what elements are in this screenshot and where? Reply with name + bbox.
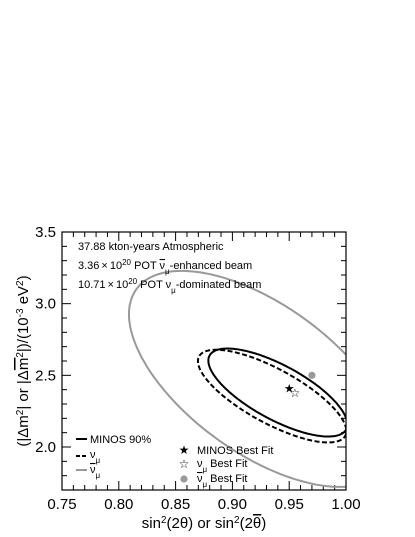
plot-frame (61, 231, 347, 491)
best-fit-marker-1: ☆ (289, 386, 300, 400)
annotation-atmospheric: 37.88 kton-years Atmospheric (78, 241, 224, 253)
axis-ticks (61, 231, 347, 491)
x-axis-title: sin2(2θ) or sin2(2θ) (142, 515, 267, 533)
legend-marker-numu: ☆ (179, 457, 190, 471)
legend-marker-minos: ★ (179, 443, 190, 457)
best-fit-marker-0: ★ (284, 382, 295, 396)
best-fit-marker-2 (308, 371, 316, 379)
legend-marker-numubar (180, 475, 188, 483)
best-fit-markers: ★☆ (284, 371, 316, 400)
marker-legend: ★ MINOS Best Fit ☆ νμ Best Fit νμ Best F… (179, 443, 274, 489)
contour-0 (207, 347, 346, 438)
y-tick-labels: 2.0 2.5 3.0 3.5 (35, 224, 56, 456)
x-tick-label: 0.90 (218, 496, 247, 513)
x-tick-labels: 0.75 0.80 0.85 0.90 0.95 1.00 (47, 496, 360, 513)
annotation-block: 37.88 kton-years Atmospheric 3.36 × 1020 P… (78, 241, 261, 295)
legend-label-numubar: νμ (90, 464, 101, 480)
y-tick-label: 2.0 (35, 439, 56, 456)
contour-2 (128, 269, 346, 488)
y-tick-label: 3.0 (35, 296, 56, 313)
x-tick-label: 0.75 (47, 496, 76, 513)
legend-label-numubar-best-fit: νμ Best Fit (197, 473, 247, 489)
svg-text:(|Δm2| or |Δm2|)/(10-3 eV2): (|Δm2| or |Δm2|)/(10-3 eV2) (15, 275, 33, 446)
annotation-neutrino-beam: 10.71 × 1020 POT νμ-dominated beam (78, 277, 261, 295)
legend-label-numu: νμ (90, 449, 101, 465)
legend-label-minos: MINOS 90% (90, 434, 151, 446)
legend-label-minos-best-fit: MINOS Best Fit (197, 445, 273, 457)
legend-label-numu-best-fit: νμ Best Fit (197, 458, 247, 474)
y-tick-label: 2.5 (35, 367, 56, 384)
x-tick-label: 0.95 (275, 496, 304, 513)
annotation-antineutrino-beam: 3.36 × 1020 POT νμ-enhanced beam (78, 258, 252, 276)
y-axis-title: (|Δm2| or |Δm2|)/(10-3 eV2) (15, 275, 33, 446)
contour-1 (196, 348, 346, 444)
contour-curves (128, 269, 346, 488)
x-tick-label: 1.00 (331, 496, 360, 513)
y-tick-label: 3.5 (35, 224, 56, 241)
x-tick-label: 0.80 (104, 496, 133, 513)
line-legend: MINOS 90% νμ νμ (76, 434, 151, 480)
x-tick-label: 0.85 (161, 496, 190, 513)
